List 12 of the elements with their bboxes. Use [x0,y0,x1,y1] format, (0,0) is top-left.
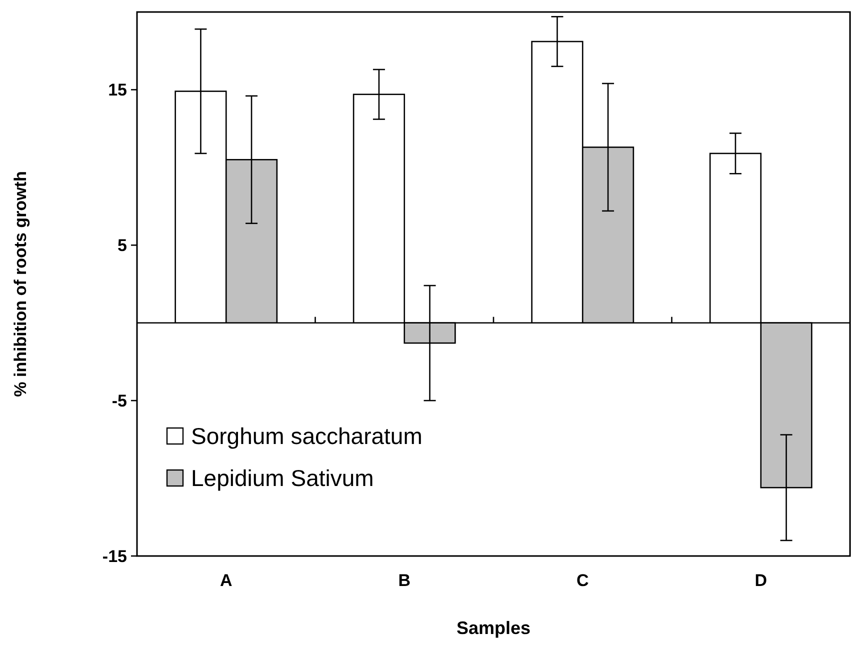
legend-label: Lepidium Sativum [191,465,374,492]
y-tick-label: -15 [102,546,127,566]
y-tick-label: 15 [108,80,127,100]
y-tick-label: -5 [112,392,127,411]
x-tick-label: C [576,571,589,590]
x-tick-label: D [754,571,768,590]
x-tick-label: A [220,571,232,590]
y-axis-title: % inhibition of roots growth [11,171,30,397]
x-axis-title: Samples [456,618,531,638]
y-tick-label: 5 [118,236,127,256]
x-tick-label: B [398,571,411,590]
legend-label: Sorghum saccharatum [191,423,422,450]
